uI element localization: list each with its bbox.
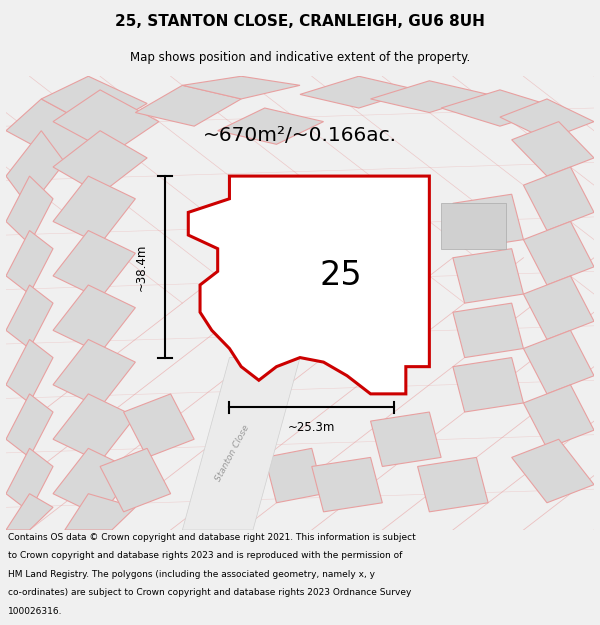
Polygon shape bbox=[6, 231, 53, 294]
Text: co-ordinates) are subject to Crown copyright and database rights 2023 Ordnance S: co-ordinates) are subject to Crown copyr… bbox=[8, 588, 411, 598]
Polygon shape bbox=[523, 276, 594, 339]
Polygon shape bbox=[500, 99, 594, 140]
Polygon shape bbox=[512, 439, 594, 503]
Polygon shape bbox=[182, 357, 300, 530]
Polygon shape bbox=[441, 203, 506, 249]
Polygon shape bbox=[6, 285, 53, 349]
Text: 25, STANTON CLOSE, CRANLEIGH, GU6 8UH: 25, STANTON CLOSE, CRANLEIGH, GU6 8UH bbox=[115, 14, 485, 29]
Polygon shape bbox=[53, 448, 136, 516]
Polygon shape bbox=[453, 303, 523, 358]
Polygon shape bbox=[265, 448, 323, 503]
Text: 25: 25 bbox=[320, 259, 362, 292]
Polygon shape bbox=[453, 357, 523, 412]
Text: 100026316.: 100026316. bbox=[8, 607, 62, 616]
Polygon shape bbox=[253, 203, 371, 258]
Polygon shape bbox=[371, 81, 488, 112]
Polygon shape bbox=[6, 131, 65, 208]
Polygon shape bbox=[53, 394, 136, 462]
Polygon shape bbox=[65, 494, 136, 530]
Polygon shape bbox=[6, 176, 53, 244]
Polygon shape bbox=[523, 331, 594, 394]
Text: ~670m²/~0.166ac.: ~670m²/~0.166ac. bbox=[203, 126, 397, 145]
Polygon shape bbox=[523, 167, 594, 231]
Polygon shape bbox=[523, 221, 594, 285]
Polygon shape bbox=[371, 321, 430, 357]
Polygon shape bbox=[53, 131, 147, 194]
Polygon shape bbox=[418, 458, 488, 512]
Polygon shape bbox=[6, 448, 53, 512]
Polygon shape bbox=[53, 90, 159, 153]
Polygon shape bbox=[53, 176, 136, 244]
Text: ~38.4m: ~38.4m bbox=[135, 243, 148, 291]
Polygon shape bbox=[523, 385, 594, 448]
Polygon shape bbox=[41, 76, 147, 131]
Polygon shape bbox=[6, 99, 100, 162]
Text: to Crown copyright and database rights 2023 and is reproduced with the permissio: to Crown copyright and database rights 2… bbox=[8, 551, 402, 561]
Polygon shape bbox=[312, 458, 382, 512]
Polygon shape bbox=[6, 394, 53, 458]
Polygon shape bbox=[441, 90, 559, 126]
Polygon shape bbox=[300, 76, 418, 108]
Polygon shape bbox=[453, 194, 523, 249]
Polygon shape bbox=[100, 448, 170, 512]
Polygon shape bbox=[124, 394, 194, 458]
Polygon shape bbox=[453, 249, 523, 303]
Text: ~25.3m: ~25.3m bbox=[288, 421, 335, 434]
Polygon shape bbox=[188, 176, 430, 394]
Text: Contains OS data © Crown copyright and database right 2021. This information is : Contains OS data © Crown copyright and d… bbox=[8, 533, 416, 542]
Polygon shape bbox=[371, 412, 441, 466]
Polygon shape bbox=[6, 339, 53, 403]
Polygon shape bbox=[218, 108, 323, 144]
Polygon shape bbox=[512, 122, 594, 176]
Polygon shape bbox=[182, 76, 300, 99]
Polygon shape bbox=[53, 285, 136, 353]
Text: HM Land Registry. The polygons (including the associated geometry, namely x, y: HM Land Registry. The polygons (includin… bbox=[8, 570, 375, 579]
Text: Stanton Close: Stanton Close bbox=[214, 423, 251, 483]
Polygon shape bbox=[53, 231, 136, 299]
Polygon shape bbox=[53, 339, 136, 408]
Polygon shape bbox=[136, 86, 241, 126]
Text: Map shows position and indicative extent of the property.: Map shows position and indicative extent… bbox=[130, 51, 470, 64]
Polygon shape bbox=[6, 494, 53, 530]
